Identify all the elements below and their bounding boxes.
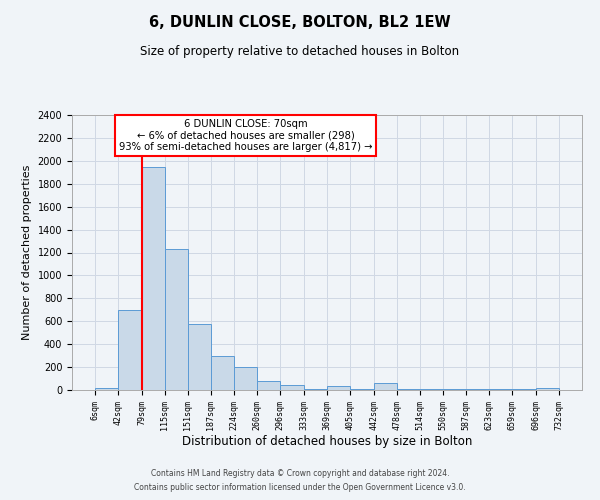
Y-axis label: Number of detached properties: Number of detached properties [22,165,32,340]
Bar [95,388,118,390]
Bar [118,310,142,390]
Bar [304,389,327,390]
Text: Size of property relative to detached houses in Bolton: Size of property relative to detached ho… [140,45,460,58]
Text: Contains public sector information licensed under the Open Government Licence v3: Contains public sector information licen… [134,484,466,492]
Bar [165,249,188,390]
Bar [280,385,304,390]
Bar [257,381,280,390]
Bar [374,383,397,390]
Bar [536,388,559,390]
Bar [235,367,257,390]
Text: 6 DUNLIN CLOSE: 70sqm
← 6% of detached houses are smaller (298)
93% of semi-deta: 6 DUNLIN CLOSE: 70sqm ← 6% of detached h… [119,119,372,152]
Bar [211,356,235,390]
Text: 6, DUNLIN CLOSE, BOLTON, BL2 1EW: 6, DUNLIN CLOSE, BOLTON, BL2 1EW [149,15,451,30]
Bar [142,166,165,390]
Bar [188,324,211,390]
X-axis label: Distribution of detached houses by size in Bolton: Distribution of detached houses by size … [182,436,472,448]
Text: Contains HM Land Registry data © Crown copyright and database right 2024.: Contains HM Land Registry data © Crown c… [151,468,449,477]
Bar [327,386,350,390]
